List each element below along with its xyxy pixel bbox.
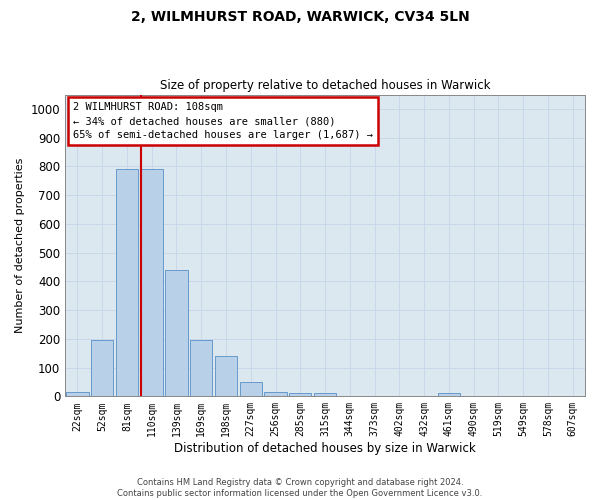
Bar bbox=[166, 270, 188, 396]
Bar bbox=[140, 170, 163, 396]
Bar bbox=[66, 392, 89, 396]
Bar bbox=[289, 394, 311, 396]
X-axis label: Distribution of detached houses by size in Warwick: Distribution of detached houses by size … bbox=[174, 442, 476, 455]
Text: 2 WILMHURST ROAD: 108sqm
← 34% of detached houses are smaller (880)
65% of semi-: 2 WILMHURST ROAD: 108sqm ← 34% of detach… bbox=[73, 102, 373, 140]
Bar bbox=[215, 356, 237, 397]
Bar bbox=[437, 394, 460, 396]
Bar bbox=[91, 340, 113, 396]
Bar bbox=[116, 170, 138, 396]
Bar bbox=[239, 382, 262, 396]
Bar bbox=[265, 392, 287, 396]
Bar bbox=[190, 340, 212, 396]
Title: Size of property relative to detached houses in Warwick: Size of property relative to detached ho… bbox=[160, 79, 490, 92]
Y-axis label: Number of detached properties: Number of detached properties bbox=[15, 158, 25, 333]
Text: Contains HM Land Registry data © Crown copyright and database right 2024.
Contai: Contains HM Land Registry data © Crown c… bbox=[118, 478, 482, 498]
Text: 2, WILMHURST ROAD, WARWICK, CV34 5LN: 2, WILMHURST ROAD, WARWICK, CV34 5LN bbox=[131, 10, 469, 24]
Bar bbox=[314, 394, 336, 396]
